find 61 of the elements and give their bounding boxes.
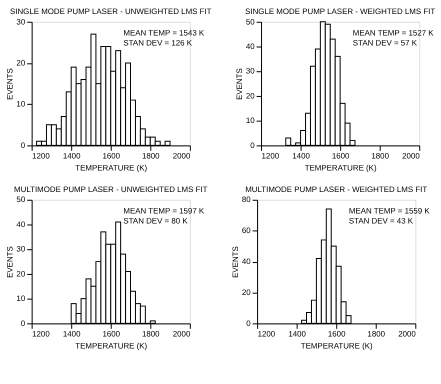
- y-axis-title: EVENTS: [230, 246, 240, 278]
- y-tick-label: 10: [16, 294, 26, 304]
- annotation: STAN DEV = 57 K: [352, 38, 418, 48]
- y-tick-label: 40: [242, 257, 252, 266]
- y-tick-label: 20: [246, 91, 256, 100]
- y-tick-label: 0: [20, 140, 26, 150]
- y-tick-label: 30: [246, 66, 256, 76]
- chart-title: MULTIMODE PUMP LASER - UNWEIGHTED LMS FIT: [14, 184, 208, 194]
- x-tick-label: 1800: [371, 152, 390, 161]
- x-tick-label: 1200: [32, 330, 50, 339]
- annotation: STAN DEV = 126 K: [123, 38, 193, 48]
- x-tick-label: 1800: [142, 330, 160, 339]
- y-tick-label: 10: [16, 100, 26, 109]
- y-axis-title: EVENTS: [5, 68, 14, 100]
- annotation: MEAN TEMP = 1597 K: [123, 206, 205, 216]
- x-axis-title: TEMPERATURE (K): [75, 342, 148, 351]
- y-tick-label: 0: [20, 318, 26, 328]
- x-axis-title: TEMPERATURE (K): [75, 164, 148, 173]
- y-tick-label: 30: [16, 17, 26, 26]
- x-tick-label: 2000: [402, 152, 420, 161]
- x-tick-label: 2000: [172, 330, 191, 339]
- x-tick-label: 1400: [288, 330, 307, 339]
- y-tick-label: 30: [16, 244, 26, 254]
- y-tick-label: 80: [242, 195, 252, 204]
- annotation: STAN DEV = 43 K: [348, 216, 414, 226]
- y-tick-label: 10: [246, 116, 256, 126]
- y-tick-label: 50: [16, 195, 26, 204]
- y-tick-label: 40: [16, 220, 26, 229]
- chart-title: SINGLE MODE PUMP LASER - UNWEIGHTED LMS FIT: [10, 6, 212, 16]
- x-tick-label: 1600: [102, 330, 121, 339]
- x-tick-label: 1400: [62, 152, 82, 161]
- x-tick-label: 1400: [292, 152, 310, 161]
- x-tick-label: 1800: [367, 330, 386, 339]
- x-axis-title: TEMPERATURE (K): [300, 342, 373, 351]
- chart-title: MULTIMODE PUMP LASER - WEIGHTED LMS FIT: [245, 184, 428, 194]
- chart-title: SINGLE MODE PUMP LASER - WEIGHTED LMS FIT: [245, 6, 436, 16]
- y-tick-label: 20: [16, 269, 26, 278]
- y-tick-label: 50: [246, 17, 256, 26]
- x-tick-label: 1600: [328, 330, 346, 339]
- annotation: MEAN TEMP = 1543 K: [123, 28, 205, 38]
- x-tick-label: 1600: [102, 152, 121, 161]
- y-tick-label: 20: [242, 288, 252, 297]
- y-axis-title: EVENTS: [234, 68, 244, 100]
- y-tick-label: 60: [242, 226, 252, 236]
- x-tick-label: 2000: [398, 330, 416, 339]
- x-tick-label: 1400: [62, 330, 82, 339]
- x-axis-title: TEMPERATURE (K): [304, 164, 377, 173]
- y-tick-label: 40: [246, 42, 256, 51]
- y-axis-title: EVENTS: [5, 246, 14, 278]
- y-tick-label: 20: [16, 58, 26, 68]
- x-tick-label: 1200: [32, 152, 50, 161]
- x-tick-label: 1200: [262, 152, 280, 161]
- x-tick-label: 1800: [142, 152, 160, 161]
- annotation: MEAN TEMP = 1527 K: [352, 28, 434, 38]
- x-tick-label: 1600: [332, 152, 350, 161]
- y-tick-label: 0: [250, 140, 256, 150]
- annotation: MEAN TEMP = 1559 K: [348, 206, 430, 216]
- x-tick-label: 1200: [258, 330, 276, 339]
- y-tick-label: 0: [246, 318, 252, 328]
- x-tick-label: 2000: [172, 152, 191, 161]
- annotation: STAN DEV = 80 K: [123, 216, 188, 226]
